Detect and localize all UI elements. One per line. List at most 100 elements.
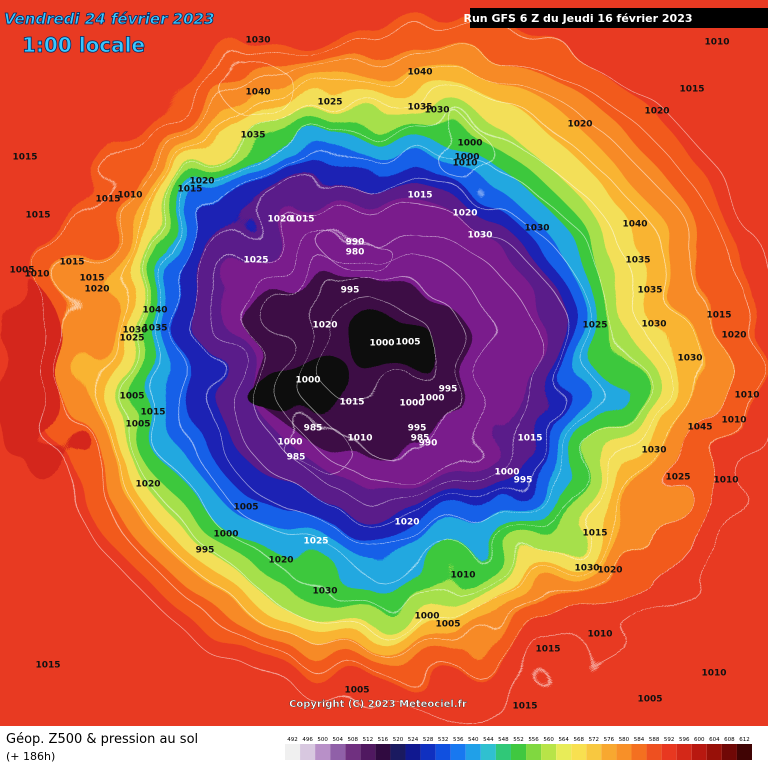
local-time: 1:00 locale <box>22 33 145 57</box>
pressure-label: 1030 <box>467 231 492 241</box>
pressure-label: 1030 <box>641 446 666 456</box>
pressure-label: 1010 <box>587 630 612 640</box>
pressure-label: 985 <box>287 453 306 463</box>
pressure-label: 1005 <box>637 695 662 705</box>
pressure-label: 1020 <box>84 285 109 295</box>
isobar <box>119 96 689 624</box>
scale-swatch <box>405 744 421 760</box>
scale-swatch <box>510 744 527 760</box>
isobar <box>279 417 341 463</box>
pressure-label: 1010 <box>347 434 372 444</box>
isobar <box>69 44 751 676</box>
scale-swatch <box>360 744 376 760</box>
scale-swatch <box>631 744 647 760</box>
scale-label: 544 <box>483 737 494 743</box>
scale-label: 576 <box>604 737 615 743</box>
scale-label: 548 <box>498 737 509 743</box>
footer-title: Géop. Z500 & pression au sol <box>6 732 198 747</box>
pressure-labels: 1030104010251035101510401035103010201020… <box>9 36 759 712</box>
isobar <box>319 304 441 416</box>
pressure-label: 1005 <box>395 338 420 348</box>
pressure-label: 1015 <box>679 85 704 95</box>
scale-swatch <box>300 744 316 760</box>
pressure-label: 1025 <box>119 334 144 344</box>
scale-label: 492 <box>287 737 298 743</box>
scale-label: 508 <box>348 737 359 743</box>
isobars <box>44 18 768 702</box>
pressure-label: 1015 <box>289 215 314 225</box>
scale-swatch <box>706 744 722 760</box>
isobar <box>326 229 384 271</box>
pressure-label: 1015 <box>517 434 542 444</box>
scale-swatch <box>480 744 496 760</box>
pressure-label: 995 <box>439 385 458 395</box>
pressure-label: 1020 <box>452 209 477 219</box>
pressure-label: 1015 <box>79 274 104 284</box>
pressure-label: 1030 <box>641 320 666 330</box>
pressure-label: 995 <box>196 546 215 556</box>
isobar <box>434 132 496 178</box>
scale-label: 592 <box>664 737 675 743</box>
pressure-label: 1030 <box>245 36 270 46</box>
pressure-label: 1000 <box>295 376 320 386</box>
pressure-label: 1010 <box>450 571 475 581</box>
pressure-label: 1040 <box>622 220 647 230</box>
pressure-label: 1015 <box>706 311 731 321</box>
band <box>240 355 360 415</box>
pressure-label: 1030 <box>677 354 702 364</box>
pressure-label: 1005 <box>125 420 150 430</box>
scale-swatch <box>661 744 677 760</box>
pressure-label: 1015 <box>582 529 607 539</box>
pressure-label: 1015 <box>177 185 202 195</box>
scale-label: 568 <box>574 737 585 743</box>
scale-swatch <box>315 744 331 760</box>
pressure-label: 1035 <box>142 324 167 334</box>
isobar <box>169 148 627 572</box>
isobar <box>194 174 596 546</box>
scale-swatch <box>330 744 346 760</box>
pressure-label: 1005 <box>435 620 460 630</box>
pressure-label: 1000 <box>414 612 439 622</box>
scale-label: 540 <box>468 737 479 743</box>
scale-swatch <box>646 744 662 760</box>
pressure-label: 1010 <box>734 391 759 401</box>
pressure-label: 1015 <box>35 661 60 671</box>
pressure-label: 1010 <box>117 191 142 201</box>
pressure-label: 995 <box>408 424 427 434</box>
pressure-label: 1030 <box>424 106 449 116</box>
pressure-label: 1000 <box>494 468 519 478</box>
pressure-label: 1015 <box>12 153 37 163</box>
color-scale: 492 496 500 504 508 512 516 520 524 528 532 536 540 5… <box>285 737 752 760</box>
scale-swatch <box>390 744 406 760</box>
pressure-label: 1015 <box>95 195 120 205</box>
pressure-label: 990 <box>346 238 365 248</box>
geopotential-bands <box>0 10 755 680</box>
scale-label: 612 <box>739 737 750 743</box>
pressure-label: 1030 <box>312 587 337 597</box>
pressure-label: 995 <box>341 286 360 296</box>
pressure-label: 985 <box>411 434 430 444</box>
pressure-label: 1015 <box>59 258 84 268</box>
scale-label: 572 <box>589 737 600 743</box>
isobar <box>294 278 472 442</box>
pressure-label: 1040 <box>407 68 432 78</box>
pressure-label: 1035 <box>637 286 662 296</box>
copyright: Copyright (C) 2023 Meteociel.fr <box>289 699 467 710</box>
scale-label: 584 <box>634 737 645 743</box>
scale-label: 512 <box>363 737 374 743</box>
pressure-label: 1010 <box>704 38 729 48</box>
scale-swatch <box>676 744 692 760</box>
pressure-label: 1000 <box>399 399 424 409</box>
run-info: Run GFS 6 Z du Jeudi 16 février 2023 <box>463 12 692 25</box>
scale-swatch <box>616 744 632 760</box>
pressure-label: 1020 <box>567 120 592 130</box>
isobar <box>269 252 503 468</box>
scale-swatch <box>721 744 737 760</box>
pressure-label: 1010 <box>24 270 49 280</box>
isobar <box>244 226 534 494</box>
pressure-label: 1010 <box>452 159 477 169</box>
pressure-label: 1020 <box>312 321 337 331</box>
scale-swatch <box>556 744 572 760</box>
